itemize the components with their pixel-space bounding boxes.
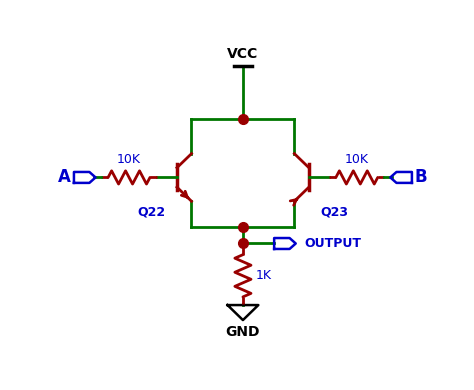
Text: Q22: Q22 — [138, 206, 166, 218]
Text: VCC: VCC — [228, 47, 258, 61]
Text: 1K: 1K — [256, 269, 272, 282]
Text: OUTPUT: OUTPUT — [305, 237, 362, 250]
Text: GND: GND — [226, 326, 260, 339]
Text: 10K: 10K — [117, 153, 141, 166]
Text: B: B — [415, 168, 428, 186]
Text: 10K: 10K — [345, 153, 369, 166]
Text: A: A — [58, 168, 71, 186]
Text: Q23: Q23 — [320, 206, 348, 218]
